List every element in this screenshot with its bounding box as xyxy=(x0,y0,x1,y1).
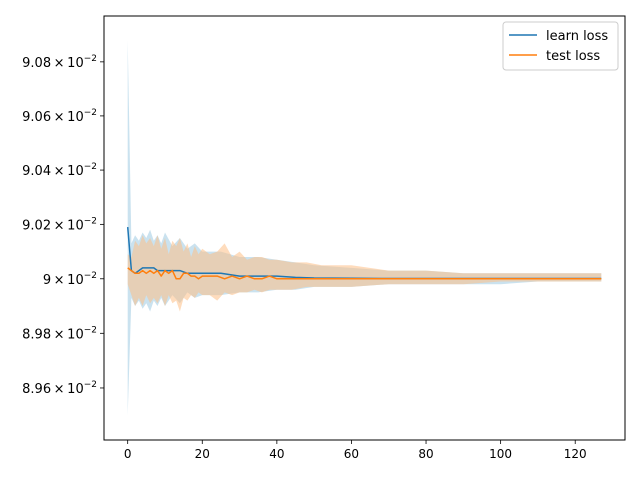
x-tick-label: 100 xyxy=(489,447,512,461)
x-tick-label: 20 xyxy=(195,447,210,461)
legend-label-learn-loss: learn loss xyxy=(546,29,608,44)
series-lines xyxy=(126,227,602,280)
x-tick-label: 60 xyxy=(344,447,359,461)
test-loss-line xyxy=(127,267,602,280)
y-tick-label: 8.96 × 10−2 xyxy=(22,380,97,397)
y-tick-label: 9.06 × 10−2 xyxy=(22,108,97,125)
x-tick-label: 0 xyxy=(124,447,132,461)
x-tick-label: 80 xyxy=(418,447,433,461)
legend-label-test-loss: test loss xyxy=(546,49,600,64)
y-tick-label: 9.08 × 10−2 xyxy=(22,54,97,71)
y-axis: 8.96 × 10−2 8.98 × 10−2 9 × 10−2 9.02 × 10−… xyxy=(22,54,104,397)
confidence-bands xyxy=(127,40,602,416)
x-tick-label: 120 xyxy=(564,447,587,461)
legend: learn loss test loss xyxy=(502,21,619,71)
x-tick-label: 40 xyxy=(269,447,284,461)
plot-frame xyxy=(103,15,626,441)
y-tick-label: 9 × 10−2 xyxy=(43,271,97,288)
x-axis: 0 20 40 60 80 100 120 xyxy=(124,440,587,461)
test-loss-band xyxy=(127,235,602,312)
y-tick-label: 9.02 × 10−2 xyxy=(22,216,97,233)
y-tick-label: 8.98 × 10−2 xyxy=(22,325,97,342)
legend-box xyxy=(502,21,619,71)
y-tick-label: 9.04 × 10−2 xyxy=(22,162,97,179)
